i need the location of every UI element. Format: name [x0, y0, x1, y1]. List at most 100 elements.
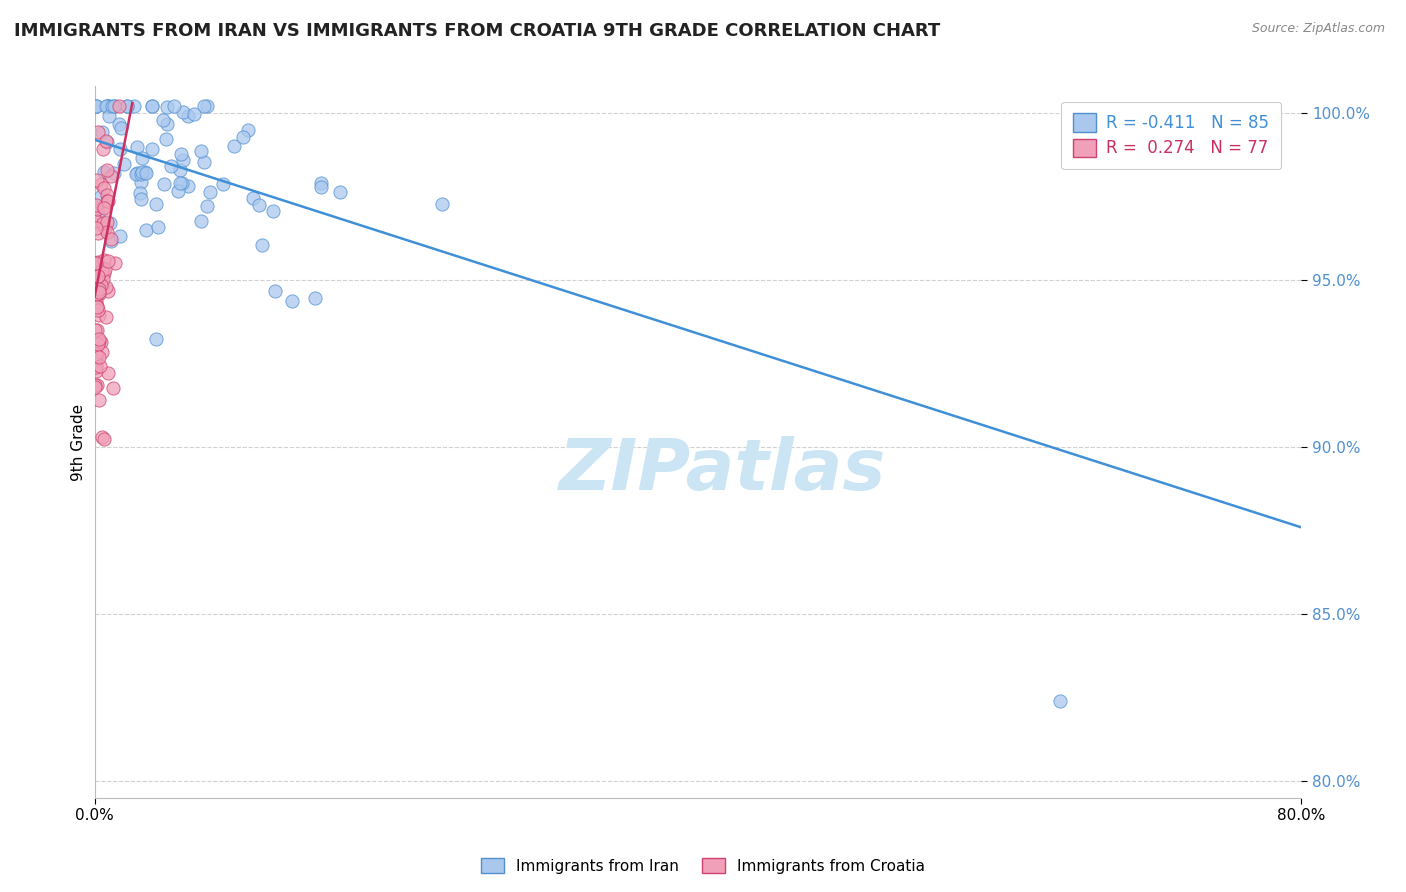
- Point: [263, 284, 285, 298]
- Point: [211, 177, 233, 191]
- Point: [86, 287, 108, 301]
- Point: [94, 134, 117, 148]
- Point: [84, 360, 107, 375]
- Point: [127, 140, 149, 154]
- Point: [93, 252, 115, 267]
- Point: [93, 181, 115, 195]
- Point: [90, 177, 112, 191]
- Point: [190, 214, 212, 228]
- Y-axis label: 9th Grade: 9th Grade: [72, 404, 86, 481]
- Point: [224, 139, 246, 153]
- Point: [127, 166, 149, 180]
- Point: [87, 331, 110, 345]
- Point: [1049, 694, 1071, 708]
- Point: [97, 99, 120, 113]
- Point: [90, 189, 112, 203]
- Point: [94, 99, 117, 113]
- Point: [250, 237, 273, 252]
- Point: [98, 216, 121, 230]
- Point: [87, 255, 110, 269]
- Point: [134, 165, 156, 179]
- Point: [90, 262, 112, 277]
- Point: [97, 254, 120, 268]
- Point: [100, 169, 122, 184]
- Point: [110, 228, 132, 243]
- Point: [86, 281, 108, 295]
- Legend: R = -0.411   N = 85, R =  0.274   N = 77: R = -0.411 N = 85, R = 0.274 N = 77: [1062, 102, 1281, 169]
- Point: [281, 293, 304, 308]
- Point: [89, 393, 111, 408]
- Point: [87, 337, 110, 351]
- Point: [135, 222, 157, 236]
- Point: [135, 166, 157, 180]
- Point: [172, 153, 194, 167]
- Point: [87, 206, 110, 220]
- Point: [195, 99, 218, 113]
- Point: [200, 185, 222, 199]
- Point: [197, 199, 219, 213]
- Point: [86, 301, 108, 315]
- Point: [96, 99, 118, 113]
- Point: [262, 203, 284, 218]
- Point: [87, 226, 110, 240]
- Point: [86, 173, 108, 187]
- Point: [97, 99, 120, 113]
- Point: [101, 99, 124, 113]
- Point: [177, 178, 200, 193]
- Point: [96, 162, 118, 177]
- Point: [86, 202, 108, 216]
- Point: [91, 430, 114, 444]
- Point: [93, 165, 115, 179]
- Point: [84, 99, 107, 113]
- Point: [96, 225, 118, 239]
- Point: [155, 132, 177, 146]
- Point: [94, 310, 117, 324]
- Point: [91, 216, 114, 230]
- Point: [91, 272, 114, 286]
- Point: [141, 99, 163, 113]
- Point: [152, 113, 174, 128]
- Point: [129, 192, 152, 206]
- Point: [103, 166, 125, 180]
- Point: [91, 344, 114, 359]
- Point: [100, 232, 122, 246]
- Point: [83, 213, 105, 227]
- Point: [122, 99, 145, 113]
- Point: [110, 120, 132, 135]
- Point: [145, 332, 167, 346]
- Point: [104, 99, 127, 113]
- Point: [86, 378, 108, 392]
- Point: [86, 299, 108, 313]
- Point: [84, 349, 107, 363]
- Point: [86, 268, 108, 283]
- Point: [162, 99, 184, 113]
- Point: [242, 191, 264, 205]
- Point: [232, 130, 254, 145]
- Point: [329, 185, 352, 199]
- Point: [129, 175, 152, 189]
- Point: [193, 99, 215, 113]
- Point: [83, 379, 105, 393]
- Point: [103, 381, 125, 395]
- Point: [91, 125, 114, 139]
- Point: [107, 117, 129, 131]
- Point: [193, 155, 215, 169]
- Point: [86, 294, 108, 309]
- Point: [167, 184, 190, 198]
- Point: [170, 177, 193, 191]
- Point: [131, 165, 153, 179]
- Text: Source: ZipAtlas.com: Source: ZipAtlas.com: [1251, 22, 1385, 36]
- Point: [86, 358, 108, 372]
- Point: [84, 277, 107, 291]
- Point: [84, 256, 107, 270]
- Point: [172, 105, 194, 120]
- Point: [94, 280, 117, 294]
- Point: [87, 260, 110, 274]
- Point: [100, 234, 122, 248]
- Point: [90, 335, 112, 350]
- Text: ZIPatlas: ZIPatlas: [558, 436, 886, 505]
- Point: [87, 125, 110, 139]
- Point: [129, 167, 152, 181]
- Point: [93, 433, 115, 447]
- Point: [89, 350, 111, 364]
